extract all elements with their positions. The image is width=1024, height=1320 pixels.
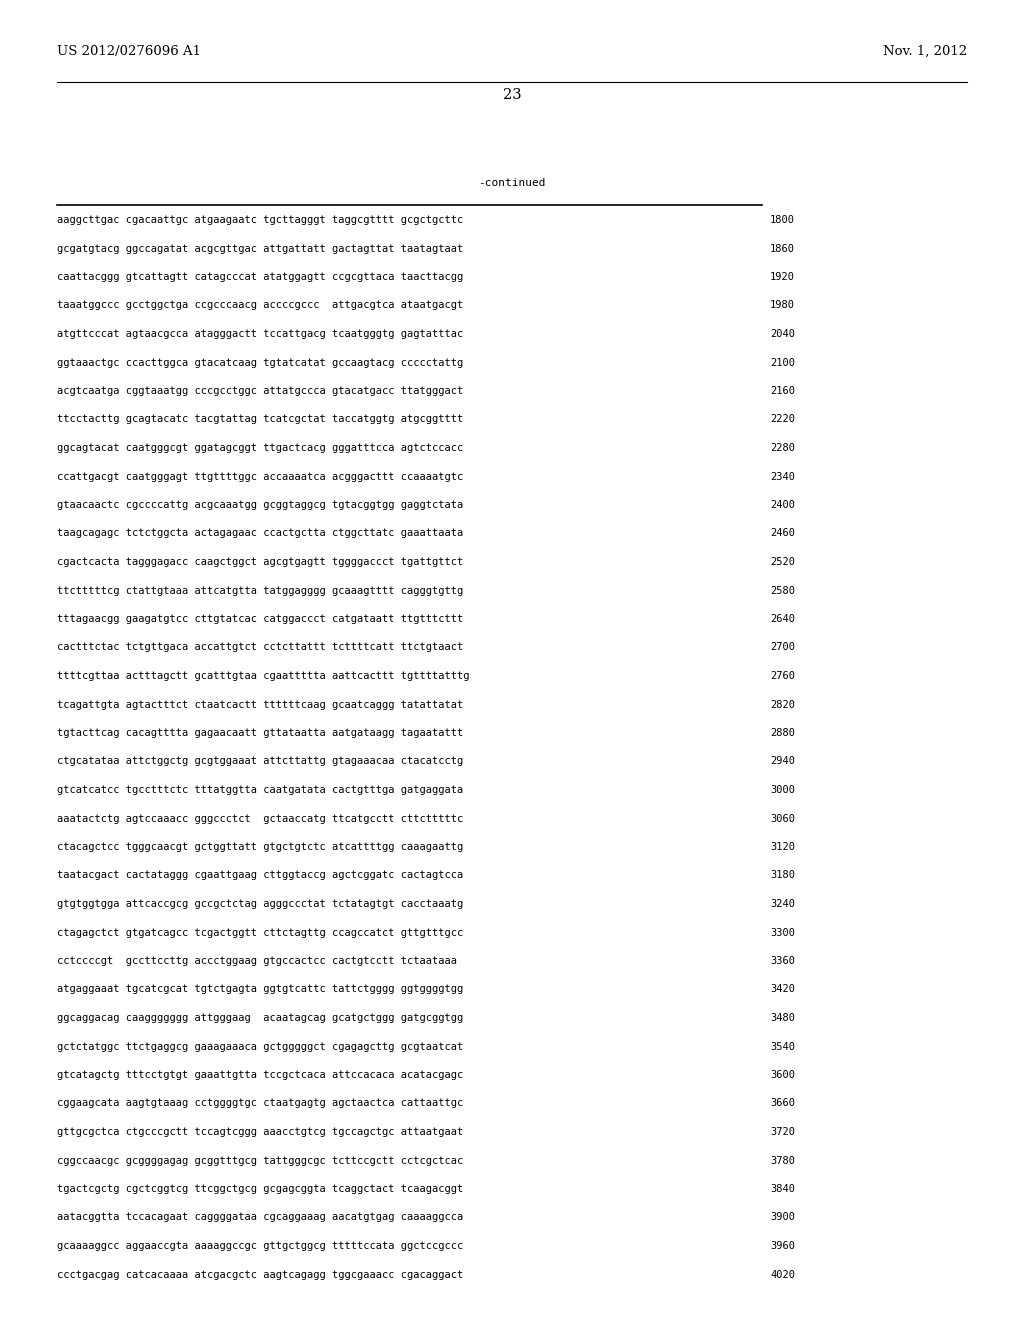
Text: 1980: 1980 [770,301,795,310]
Text: -continued: -continued [478,178,546,187]
Text: 3000: 3000 [770,785,795,795]
Text: ttctttttcg ctattgtaaa attcatgtta tatggagggg gcaaagtttt cagggtgttg: ttctttttcg ctattgtaaa attcatgtta tatggag… [57,586,463,595]
Text: caattacggg gtcattagtt catagcccat atatggagtt ccgcgttaca taacttacgg: caattacggg gtcattagtt catagcccat atatgga… [57,272,463,282]
Text: 3780: 3780 [770,1155,795,1166]
Text: 3180: 3180 [770,870,795,880]
Text: acgtcaatga cggtaaatgg cccgcctggc attatgccca gtacatgacc ttatgggact: acgtcaatga cggtaaatgg cccgcctggc attatgc… [57,385,463,396]
Text: 2280: 2280 [770,444,795,453]
Text: 1860: 1860 [770,243,795,253]
Text: ggcaggacag caaggggggg attgggaag  acaatagcag gcatgctggg gatgcggtgg: ggcaggacag caaggggggg attgggaag acaatagc… [57,1012,463,1023]
Text: 4020: 4020 [770,1270,795,1279]
Text: cggaagcata aagtgtaaag cctggggtgc ctaatgagtg agctaactca cattaattgc: cggaagcata aagtgtaaag cctggggtgc ctaatga… [57,1098,463,1109]
Text: aatacggtta tccacagaat caggggataa cgcaggaaag aacatgtgag caaaaggcca: aatacggtta tccacagaat caggggataa cgcagga… [57,1213,463,1222]
Text: taatacgact cactataggg cgaattgaag cttggtaccg agctcggatc cactagtcca: taatacgact cactataggg cgaattgaag cttggta… [57,870,463,880]
Text: gctctatggc ttctgaggcg gaaagaaaca gctgggggct cgagagcttg gcgtaatcat: gctctatggc ttctgaggcg gaaagaaaca gctgggg… [57,1041,463,1052]
Text: 2340: 2340 [770,471,795,482]
Text: taagcagagc tctctggcta actagagaac ccactgctta ctggcttatc gaaattaata: taagcagagc tctctggcta actagagaac ccactgc… [57,528,463,539]
Text: 3300: 3300 [770,928,795,937]
Text: 3900: 3900 [770,1213,795,1222]
Text: 3720: 3720 [770,1127,795,1137]
Text: ggcagtacat caatgggcgt ggatagcggt ttgactcacg gggatttcca agtctccacc: ggcagtacat caatgggcgt ggatagcggt ttgactc… [57,444,463,453]
Text: 2700: 2700 [770,643,795,652]
Text: 3540: 3540 [770,1041,795,1052]
Text: cctccccgt  gccttccttg accctggaag gtgccactcc cactgtcctt tctaataaa: cctccccgt gccttccttg accctggaag gtgccact… [57,956,457,966]
Text: 3120: 3120 [770,842,795,851]
Text: 2820: 2820 [770,700,795,710]
Text: gcgatgtacg ggccagatat acgcgttgac attgattatt gactagttat taatagtaat: gcgatgtacg ggccagatat acgcgttgac attgatt… [57,243,463,253]
Text: US 2012/0276096 A1: US 2012/0276096 A1 [57,45,201,58]
Text: tgtacttcag cacagtttta gagaacaatt gttataatta aatgataagg tagaatattt: tgtacttcag cacagtttta gagaacaatt gttataa… [57,729,463,738]
Text: 3240: 3240 [770,899,795,909]
Text: 2100: 2100 [770,358,795,367]
Text: 2880: 2880 [770,729,795,738]
Text: 3600: 3600 [770,1071,795,1080]
Text: 3840: 3840 [770,1184,795,1195]
Text: cactttctac tctgttgaca accattgtct cctcttattt tcttttcatt ttctgtaact: cactttctac tctgttgaca accattgtct cctctta… [57,643,463,652]
Text: ctacagctcc tgggcaacgt gctggttatt gtgctgtctc atcattttgg caaagaattg: ctacagctcc tgggcaacgt gctggttatt gtgctgt… [57,842,463,851]
Text: 2460: 2460 [770,528,795,539]
Text: ctagagctct gtgatcagcc tcgactggtt cttctagttg ccagccatct gttgtttgcc: ctagagctct gtgatcagcc tcgactggtt cttctag… [57,928,463,937]
Text: taaatggccc gcctggctga ccgcccaacg accccgccc  attgacgtca ataatgacgt: taaatggccc gcctggctga ccgcccaacg accccgc… [57,301,463,310]
Text: Nov. 1, 2012: Nov. 1, 2012 [883,45,967,58]
Text: 23: 23 [503,88,521,102]
Text: 3060: 3060 [770,813,795,824]
Text: 1920: 1920 [770,272,795,282]
Text: aaggcttgac cgacaattgc atgaagaatc tgcttagggt taggcgtttt gcgctgcttc: aaggcttgac cgacaattgc atgaagaatc tgcttag… [57,215,463,224]
Text: 3660: 3660 [770,1098,795,1109]
Text: gttgcgctca ctgcccgctt tccagtcggg aaacctgtcg tgccagctgc attaatgaat: gttgcgctca ctgcccgctt tccagtcggg aaacctg… [57,1127,463,1137]
Text: gtaacaactc cgccccattg acgcaaatgg gcggtaggcg tgtacggtgg gaggtctata: gtaacaactc cgccccattg acgcaaatgg gcggtag… [57,500,463,510]
Text: tttagaacgg gaagatgtcc cttgtatcac catggaccct catgataatt ttgtttcttt: tttagaacgg gaagatgtcc cttgtatcac catggac… [57,614,463,624]
Text: ctgcatataa attctggctg gcgtggaaat attcttattg gtagaaacaa ctacatcctg: ctgcatataa attctggctg gcgtggaaat attctta… [57,756,463,767]
Text: 2520: 2520 [770,557,795,568]
Text: 2220: 2220 [770,414,795,425]
Text: 3480: 3480 [770,1012,795,1023]
Text: 2040: 2040 [770,329,795,339]
Text: aaatactctg agtccaaacc gggccctct  gctaaccatg ttcatgcctt cttctttttc: aaatactctg agtccaaacc gggccctct gctaacca… [57,813,463,824]
Text: cggccaacgc gcggggagag gcggtttgcg tattgggcgc tcttccgctt cctcgctcac: cggccaacgc gcggggagag gcggtttgcg tattggg… [57,1155,463,1166]
Text: tcagattgta agtactttct ctaatcactt ttttttcaag gcaatcaggg tatattatat: tcagattgta agtactttct ctaatcactt ttttttc… [57,700,463,710]
Text: tgactcgctg cgctcggtcg ttcggctgcg gcgagcggta tcaggctact tcaagacggt: tgactcgctg cgctcggtcg ttcggctgcg gcgagcg… [57,1184,463,1195]
Text: 2400: 2400 [770,500,795,510]
Text: atgttcccat agtaacgcca atagggactt tccattgacg tcaatgggtg gagtatttac: atgttcccat agtaacgcca atagggactt tccattg… [57,329,463,339]
Text: gtgtggtgga attcaccgcg gccgctctag agggccctat tctatagtgt cacctaaatg: gtgtggtgga attcaccgcg gccgctctag agggccc… [57,899,463,909]
Text: 1800: 1800 [770,215,795,224]
Text: ttcctacttg gcagtacatc tacgtattag tcatcgctat taccatggtg atgcggtttt: ttcctacttg gcagtacatc tacgtattag tcatcgc… [57,414,463,425]
Text: gtcatagctg tttcctgtgt gaaattgtta tccgctcaca attccacaca acatacgagc: gtcatagctg tttcctgtgt gaaattgtta tccgctc… [57,1071,463,1080]
Text: 2640: 2640 [770,614,795,624]
Text: 3960: 3960 [770,1241,795,1251]
Text: 3360: 3360 [770,956,795,966]
Text: 2580: 2580 [770,586,795,595]
Text: ccattgacgt caatgggagt ttgttttggc accaaaatca acgggacttt ccaaaatgtc: ccattgacgt caatgggagt ttgttttggc accaaaa… [57,471,463,482]
Text: ccctgacgag catcacaaaa atcgacgctc aagtcagagg tggcgaaacc cgacaggact: ccctgacgag catcacaaaa atcgacgctc aagtcag… [57,1270,463,1279]
Text: gtcatcatcc tgcctttctc tttatggtta caatgatata cactgtttga gatgaggata: gtcatcatcc tgcctttctc tttatggtta caatgat… [57,785,463,795]
Text: atgaggaaat tgcatcgcat tgtctgagta ggtgtcattc tattctgggg ggtggggtgg: atgaggaaat tgcatcgcat tgtctgagta ggtgtca… [57,985,463,994]
Text: ttttcgttaa actttagctt gcatttgtaa cgaattttta aattcacttt tgttttatttg: ttttcgttaa actttagctt gcatttgtaa cgaattt… [57,671,469,681]
Text: gcaaaaggcc aggaaccgta aaaaggccgc gttgctggcg tttttccata ggctccgccc: gcaaaaggcc aggaaccgta aaaaggccgc gttgctg… [57,1241,463,1251]
Text: 2760: 2760 [770,671,795,681]
Text: 2160: 2160 [770,385,795,396]
Text: ggtaaactgc ccacttggca gtacatcaag tgtatcatat gccaagtacg ccccctattg: ggtaaactgc ccacttggca gtacatcaag tgtatca… [57,358,463,367]
Text: 3420: 3420 [770,985,795,994]
Text: 2940: 2940 [770,756,795,767]
Text: cgactcacta tagggagacc caagctggct agcgtgagtt tggggaccct tgattgttct: cgactcacta tagggagacc caagctggct agcgtga… [57,557,463,568]
